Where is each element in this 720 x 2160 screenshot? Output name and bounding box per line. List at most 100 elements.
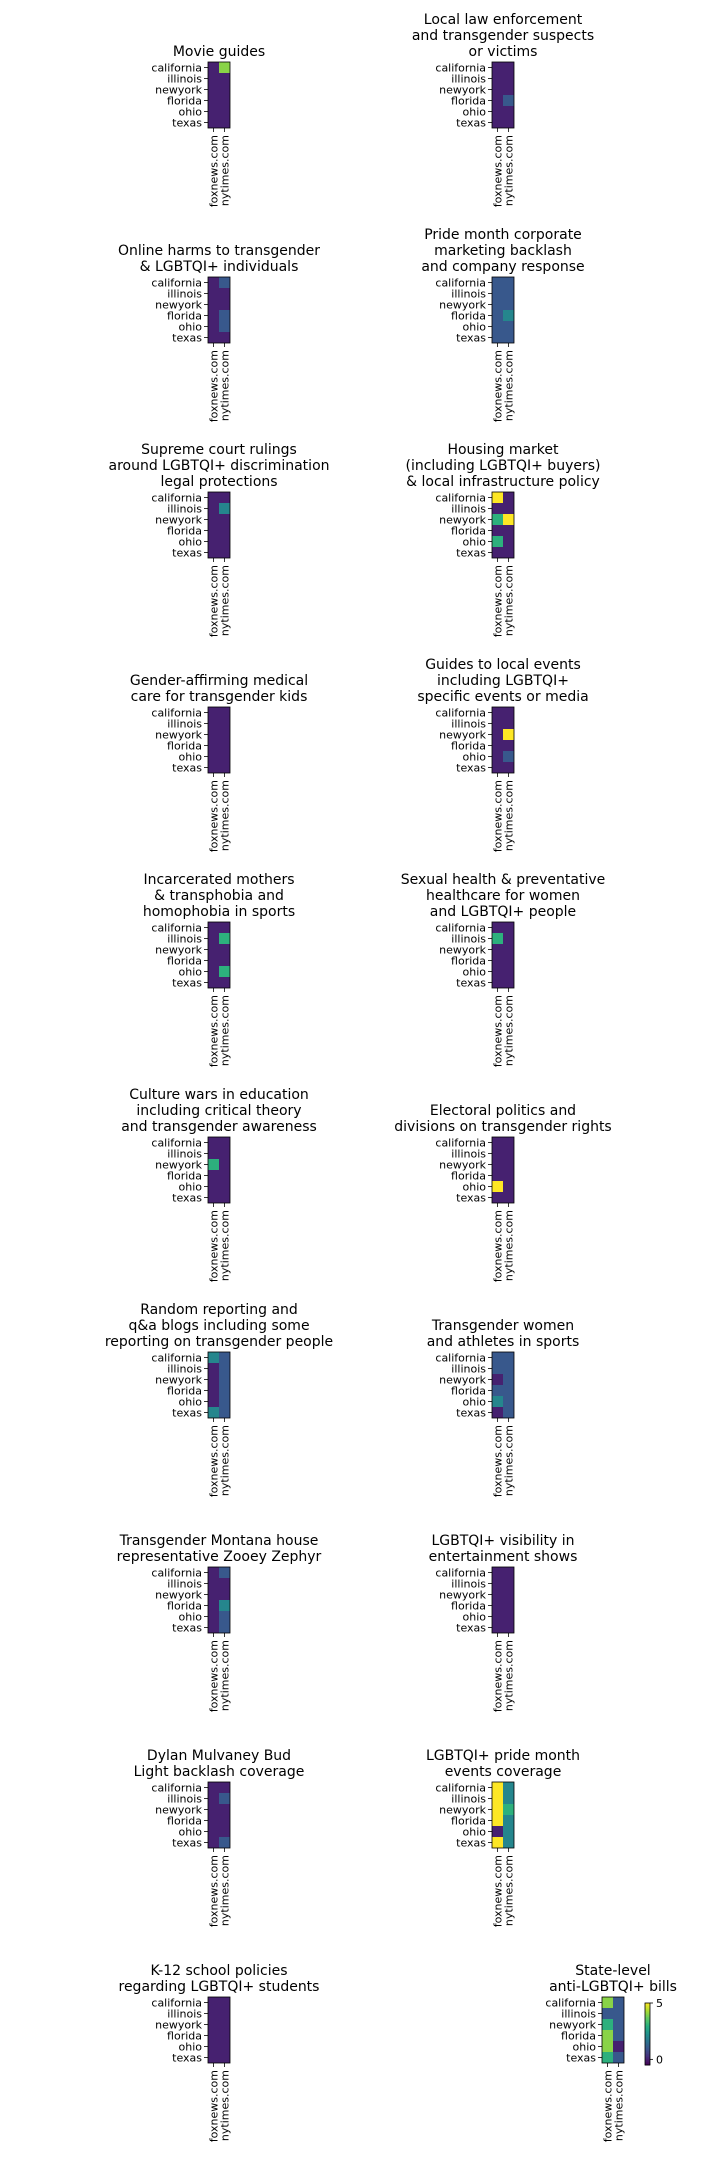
heatmap-cell	[492, 117, 503, 128]
heatmap-cell	[219, 1611, 230, 1622]
heatmap-cell	[208, 547, 219, 558]
heatmap-cell	[219, 1170, 230, 1181]
y-tick-label: illinois	[451, 288, 486, 301]
heatmap-cell	[602, 1997, 613, 2008]
heatmap-cell	[208, 1407, 219, 1418]
heatmap-cell	[208, 707, 219, 718]
heatmap-cell	[219, 299, 230, 310]
heatmap-cell	[208, 299, 219, 310]
heatmap-cell	[492, 62, 503, 73]
colorbar-segment	[645, 2061, 650, 2064]
heatmap-cell	[492, 1385, 503, 1396]
panel-title: legal protections	[160, 474, 277, 490]
y-tick-label: illinois	[167, 718, 202, 731]
heatmap-panel: Online harms to transgender& LGBTQI+ ind…	[118, 243, 320, 422]
y-tick-label: newyork	[439, 299, 486, 312]
panel-title: anti-LGBTQI+ bills	[549, 1979, 677, 1995]
heatmap-cell	[503, 95, 514, 106]
panel-title: entertainment shows	[429, 1549, 578, 1565]
panel-title: divisions on transgender rights	[394, 1119, 611, 1135]
heatmap-cell	[208, 1352, 219, 1363]
heatmap-cell	[219, 1578, 230, 1589]
y-tick-label: illinois	[167, 288, 202, 301]
colorbar-segment	[645, 2063, 650, 2066]
heatmap-cell	[208, 740, 219, 751]
y-tick-label: newyork	[439, 514, 486, 527]
heatmap-cell	[208, 955, 219, 966]
heatmap-cell	[219, 1407, 230, 1418]
heatmap-cell	[492, 536, 503, 547]
y-tick-label: illinois	[167, 73, 202, 86]
heatmap-frame	[491, 276, 515, 344]
heatmap-cell	[503, 117, 514, 128]
heatmap-cell	[492, 1826, 503, 1837]
heatmap-cell	[208, 503, 219, 514]
y-tick-label: ohio	[179, 1826, 203, 1839]
y-tick-label: newyork	[439, 1159, 486, 1172]
heatmap-cell	[208, 1396, 219, 1407]
heatmap-cell	[503, 288, 514, 299]
heatmap-cell	[219, 707, 230, 718]
heatmap-cell	[503, 536, 514, 547]
heatmap-cell	[208, 1181, 219, 1192]
y-tick-label: california	[435, 1782, 486, 1795]
heatmap-cell	[208, 1159, 219, 1170]
heatmap-cell	[208, 2008, 219, 2019]
y-tick-label: newyork	[439, 1589, 486, 1602]
heatmap-cell	[492, 933, 503, 944]
heatmap-cell	[492, 1148, 503, 1159]
colorbar-segment	[645, 2003, 650, 2006]
panel-title: and transgender suspects	[412, 28, 594, 44]
heatmap-cell	[219, 525, 230, 536]
y-tick-label: florida	[167, 2030, 202, 2043]
heatmap-cell	[492, 922, 503, 933]
heatmap-cell	[492, 1600, 503, 1611]
heatmap-frame	[491, 61, 515, 129]
y-tick-label: newyork	[155, 1159, 202, 1172]
heatmap-cell	[208, 514, 219, 525]
heatmap-cell	[219, 1567, 230, 1578]
heatmap-cell	[219, 2030, 230, 2041]
y-tick-label: ohio	[179, 1396, 203, 1409]
heatmap-cell	[503, 751, 514, 762]
y-tick-label: california	[151, 62, 202, 75]
heatmap-cell	[492, 740, 503, 751]
heatmap-cell	[208, 1782, 219, 1793]
y-tick-label: texas	[172, 977, 202, 990]
x-tick-label: nytimes.com	[219, 780, 232, 851]
heatmap-cell	[503, 1837, 514, 1848]
y-tick-label: california	[151, 1352, 202, 1365]
heatmap-cell	[503, 1170, 514, 1181]
panel-title: regarding LGBTQI+ students	[119, 1979, 320, 1995]
y-tick-label: california	[435, 922, 486, 935]
colorbar-segment	[645, 2041, 650, 2044]
heatmap-cell	[219, 1374, 230, 1385]
colorbar-segment	[645, 2007, 650, 2010]
y-tick-label: florida	[167, 1600, 202, 1613]
y-tick-label: ohio	[573, 2041, 597, 2054]
heatmap-frame	[491, 1781, 515, 1849]
heatmap-cell	[503, 740, 514, 751]
y-tick-label: texas	[172, 1192, 202, 1205]
heatmap-cell	[492, 1837, 503, 1848]
x-tick-label: nytimes.com	[219, 350, 232, 421]
y-tick-label: florida	[167, 955, 202, 968]
heatmap-panel: Incarcerated mothers& transphobia andhom…	[143, 872, 295, 1067]
heatmap-cell	[208, 332, 219, 343]
heatmap-cell	[602, 2041, 613, 2052]
heatmap-cell	[503, 1159, 514, 1170]
panel-title: Sexual health & preventative	[401, 872, 606, 888]
y-tick-label: florida	[561, 2030, 596, 2043]
panel-title: and transgender awareness	[121, 1119, 317, 1135]
heatmap-cell	[219, 514, 230, 525]
heatmap-cell	[219, 1997, 230, 2008]
heatmap-cell	[219, 2019, 230, 2030]
y-tick-label: illinois	[451, 1793, 486, 1806]
heatmap-frame	[207, 61, 231, 129]
heatmap-cell	[208, 1804, 219, 1815]
heatmap-cell	[219, 1159, 230, 1170]
